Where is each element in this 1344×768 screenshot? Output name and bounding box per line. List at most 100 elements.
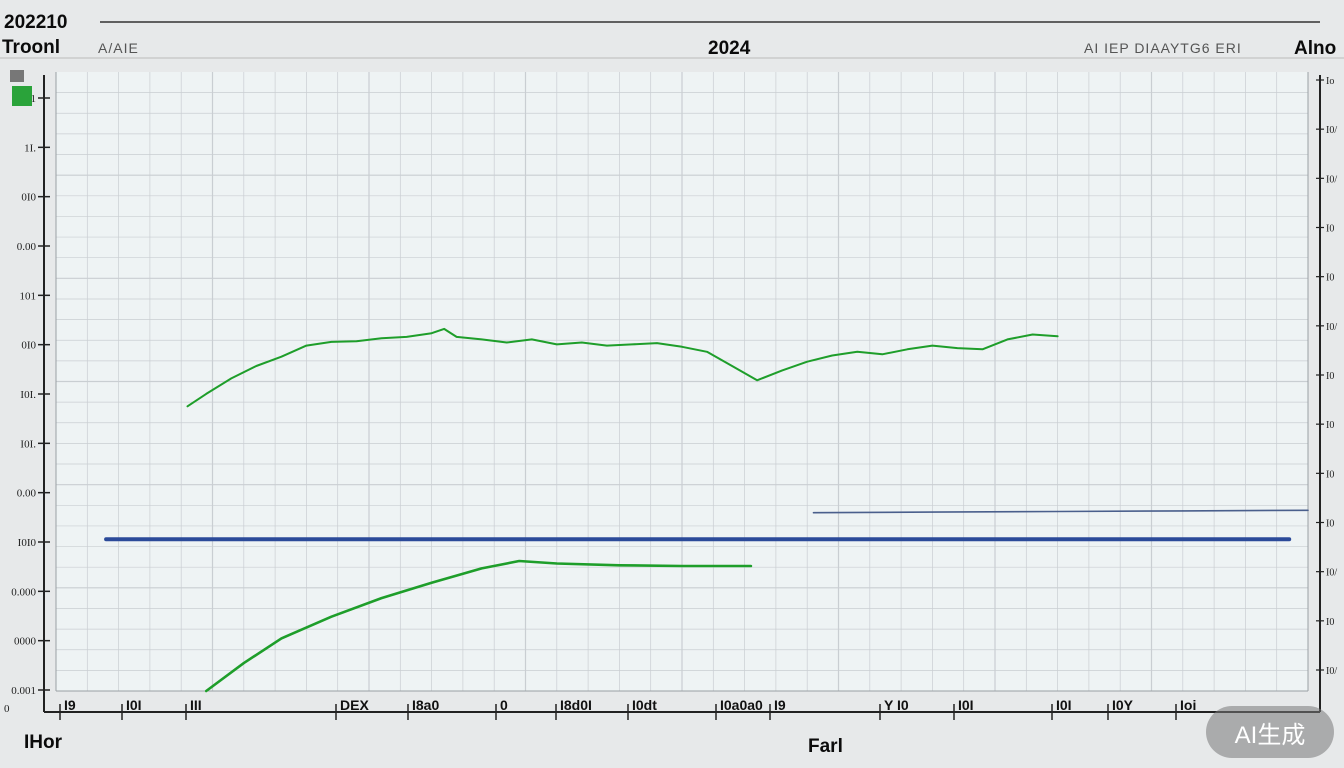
data-point [456, 336, 458, 338]
top-left-year: 202210 [4, 12, 68, 33]
data-point [931, 345, 934, 347]
data-point [255, 365, 257, 367]
right-tick-label: Io [1326, 76, 1334, 87]
right-tick-label: I0 [1326, 519, 1334, 530]
subtitle-left: A/AIE [98, 40, 139, 56]
x-tick-label: I0dt [632, 697, 657, 713]
x-tick-label: I0Y [1112, 697, 1134, 713]
y-tick-label: I0I. [20, 389, 36, 401]
right-tick-label: I0 [1326, 469, 1334, 480]
data-point [431, 332, 433, 334]
top-left-label: Troonl [2, 37, 61, 58]
data-point [556, 538, 558, 540]
data-point [186, 405, 189, 407]
y-tick-label: 0I0 [21, 192, 36, 204]
data-point [981, 348, 984, 350]
data-point [243, 662, 245, 664]
x-tick-label: I0I [126, 697, 142, 713]
right-axis-labels: Io I0/I0/I0 I0 I0/I0 I0 I0 I0 I0/I0 I0/ [1316, 76, 1337, 677]
right-tick-label: I0 [1326, 420, 1334, 431]
legend-swatch-gray [10, 70, 24, 82]
subtitle-right: AI IEP DIAAYTG6 ERI [1084, 40, 1242, 56]
bottom-left-number: 0 [4, 703, 10, 715]
right-tick-label: I0/ [1326, 125, 1337, 136]
data-point [1307, 509, 1309, 511]
data-point [681, 565, 683, 567]
right-tick-label: I0/ [1326, 322, 1337, 333]
data-point [1057, 538, 1059, 540]
data-point [931, 511, 934, 513]
series-line-green-curve [204, 559, 753, 693]
data-point [1057, 510, 1059, 513]
top-right-label: Alno [1294, 38, 1337, 59]
y-tick-label: 1I. [24, 142, 36, 154]
data-point [931, 538, 934, 540]
data-point [618, 564, 621, 566]
x-tick-label: I8a0 [412, 697, 439, 713]
data-point [731, 365, 733, 367]
right-tick-label: I0/ [1326, 568, 1337, 579]
legend-swatch-green [12, 86, 32, 106]
data-point [443, 328, 445, 330]
data-point [806, 538, 808, 540]
y-axis-labels: 11011I.0I00.001010I0I0I.I0I.0.00I0I00.00… [11, 93, 36, 697]
x-tick-label: I0I [1056, 697, 1072, 713]
data-point [180, 538, 182, 540]
data-point [656, 342, 658, 344]
data-point [406, 336, 408, 338]
right-tick-label: I0/ [1326, 666, 1337, 677]
data-point [1032, 333, 1034, 336]
x-tick-label: III [190, 697, 202, 713]
data-point [681, 538, 683, 540]
series-group [104, 327, 1309, 693]
chart-grid [56, 72, 1308, 691]
data-point [856, 351, 858, 353]
y-tick-label: 0000 [14, 636, 37, 648]
data-point [380, 337, 383, 339]
data-point [506, 341, 508, 344]
data-point [750, 565, 752, 567]
bottom-left-label: IHor [24, 732, 62, 753]
data-point [706, 351, 708, 353]
data-point [205, 690, 207, 692]
data-point [380, 597, 383, 599]
data-point [205, 393, 207, 395]
data-point [330, 341, 332, 343]
data-point [431, 538, 433, 540]
data-point [280, 356, 282, 358]
data-point [956, 347, 959, 349]
data-point [280, 637, 282, 640]
x-tick-label: I9 [774, 697, 786, 713]
x-tick-label: I8d0I [560, 697, 592, 713]
x-tick-label: I0a0a0 [720, 697, 763, 713]
right-tick-label: I0/ [1326, 174, 1337, 185]
y-tick-label: 101 [20, 290, 37, 302]
right-tick-label: I0 [1326, 224, 1334, 235]
y-tick-label: 0.000 [11, 586, 36, 598]
data-point [481, 567, 483, 570]
right-tick-label: I0 [1326, 371, 1334, 382]
y-tick-label: I0I. [20, 438, 36, 450]
y-tick-label: 0.00 [17, 241, 37, 253]
data-point [518, 560, 520, 562]
data-point [1288, 538, 1290, 540]
data-point [581, 341, 583, 344]
data-point [1006, 338, 1009, 340]
chart-title: 2024 [708, 38, 751, 59]
data-point [906, 348, 909, 350]
x-axis-labels: I9 I0I III DEX I8a0 0 I8d0I I0dt I0a0a0 I9 Y I0 I0I… [59, 697, 1196, 720]
data-point [481, 338, 483, 340]
right-tick-label: I0 [1326, 273, 1334, 284]
x-tick-label: DEX [340, 697, 369, 713]
data-point [831, 354, 833, 357]
data-point [230, 377, 232, 379]
data-point [631, 343, 633, 345]
data-point [305, 538, 307, 540]
y-axis-ticks [38, 97, 50, 691]
y-tick-label: I0I0 [18, 537, 37, 549]
right-tick-label: I0 [1326, 617, 1334, 628]
data-point [305, 345, 307, 347]
data-point [1182, 538, 1184, 540]
data-point [431, 582, 433, 584]
